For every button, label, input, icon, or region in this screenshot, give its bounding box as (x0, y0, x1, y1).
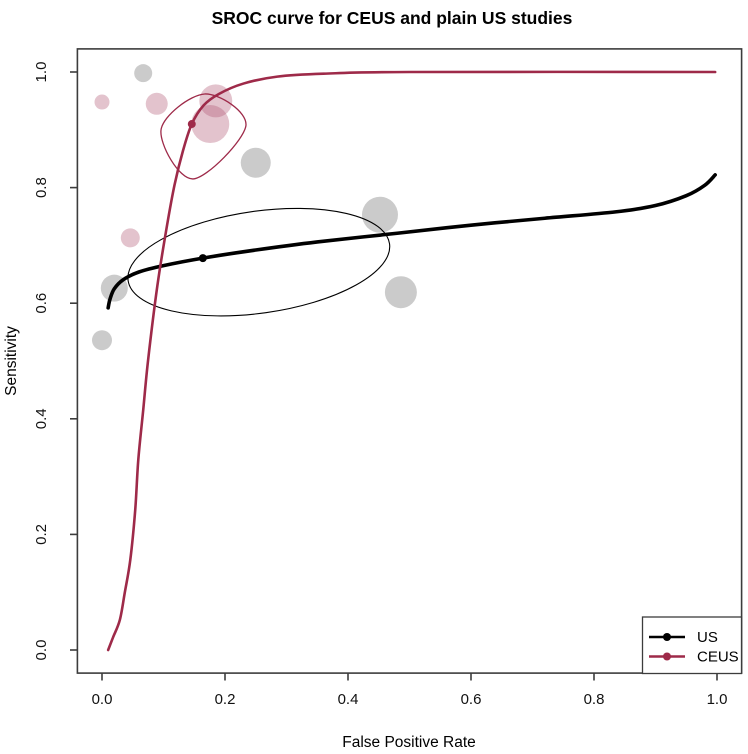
study-bubble-us (92, 330, 112, 351)
chart-title: SROC curve for CEUS and plain US studies (212, 8, 573, 28)
x-tick-label: 0.0 (92, 691, 113, 708)
x-tick-label: 0.6 (461, 691, 482, 708)
x-tick-label: 0.8 (584, 691, 605, 708)
study-bubble-ceus (94, 94, 110, 110)
legend-marker-ceus (663, 652, 671, 661)
x-tick-label: 0.4 (338, 691, 359, 708)
y-tick-label: 0.0 (33, 640, 50, 661)
summary-points-layer (187, 120, 207, 263)
study-bubbles-layer (92, 64, 417, 351)
y-tick-label: 1.0 (33, 62, 50, 83)
legend-label-us: US (697, 629, 718, 646)
y-axis-label: Sensitivity (3, 326, 20, 396)
legend-box (641, 616, 743, 675)
study-bubble-ceus (145, 92, 168, 115)
x-tick-label: 0.2 (215, 691, 236, 708)
study-bubble-us (384, 276, 417, 309)
study-bubble-ceus (120, 228, 140, 248)
y-tick-label: 0.4 (33, 408, 50, 429)
summary-point-us (198, 254, 207, 263)
legend-label-ceus: CEUS (697, 649, 739, 666)
legend-marker-us (663, 633, 671, 641)
plot-frame (76, 48, 743, 674)
sroc-curve-us (106, 173, 717, 310)
x-tick-label: 1.0 (707, 691, 728, 708)
confidence-regions-layer (127, 93, 391, 317)
confidence-ellipse-us (127, 207, 391, 317)
summary-point-ceus (187, 120, 196, 129)
study-bubble-us (134, 64, 153, 83)
study-bubble-us (361, 196, 398, 233)
study-bubble-ceus (191, 105, 230, 144)
y-tick-label: 0.2 (33, 524, 50, 545)
axes-layer: 0.0 0.2 0.4 0.6 0.8 1.0 0.0 0.2 0.4 0.6 0.8 1.0 (33, 62, 727, 708)
confidence-region-ceus (160, 93, 247, 180)
sroc-curves-layer (106, 70, 717, 652)
y-tick-label: 0.8 (33, 177, 50, 198)
sroc-curve-ceus (106, 70, 717, 652)
legend: US CEUS (641, 616, 743, 675)
x-axis-label: False Positive Rate (342, 734, 476, 751)
y-tick-label: 0.6 (33, 293, 50, 314)
study-bubble-us (240, 147, 271, 178)
